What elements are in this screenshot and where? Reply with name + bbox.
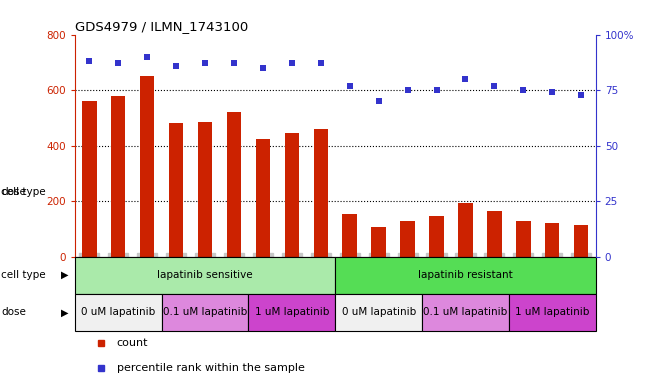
Bar: [335, 294, 422, 331]
Text: 0.1 uM lapatinib: 0.1 uM lapatinib: [423, 307, 508, 317]
Point: [258, 65, 268, 71]
Point: [229, 60, 239, 66]
Bar: [140, 76, 154, 257]
Text: cell type: cell type: [1, 270, 46, 280]
Point: [171, 63, 182, 69]
Bar: [509, 294, 596, 331]
Point: [142, 54, 152, 60]
Point: [374, 98, 384, 104]
Text: lapatinib resistant: lapatinib resistant: [418, 270, 513, 280]
Point: [460, 76, 471, 82]
Point: [402, 87, 413, 93]
Bar: [458, 203, 473, 257]
Bar: [335, 257, 596, 294]
Bar: [429, 217, 444, 257]
Text: dose: dose: [1, 187, 26, 197]
Bar: [169, 123, 184, 257]
Point: [576, 91, 587, 98]
Text: ▶: ▶: [61, 270, 68, 280]
Text: 1 uM lapatinib: 1 uM lapatinib: [515, 307, 589, 317]
Bar: [422, 294, 509, 331]
Text: dose: dose: [1, 307, 26, 317]
Text: count: count: [117, 338, 148, 348]
Bar: [75, 294, 161, 331]
Text: lapatinib sensitive: lapatinib sensitive: [158, 270, 253, 280]
Text: 1 uM lapatinib: 1 uM lapatinib: [255, 307, 329, 317]
Bar: [314, 129, 328, 257]
Point: [84, 58, 94, 64]
Bar: [227, 112, 242, 257]
Bar: [75, 257, 335, 294]
Point: [547, 89, 557, 95]
Text: ▶: ▶: [61, 307, 68, 317]
Text: GDS4979 / ILMN_1743100: GDS4979 / ILMN_1743100: [75, 20, 248, 33]
Bar: [342, 214, 357, 257]
Point: [113, 60, 124, 66]
Point: [316, 60, 326, 66]
Text: cell type: cell type: [1, 187, 46, 197]
Text: 0 uM lapatinib: 0 uM lapatinib: [81, 307, 156, 317]
Bar: [372, 227, 386, 257]
Bar: [487, 212, 502, 257]
Point: [200, 60, 210, 66]
Text: 0.1 uM lapatinib: 0.1 uM lapatinib: [163, 307, 247, 317]
Text: 0 uM lapatinib: 0 uM lapatinib: [342, 307, 416, 317]
Text: percentile rank within the sample: percentile rank within the sample: [117, 363, 305, 373]
Bar: [198, 122, 212, 257]
Bar: [545, 223, 559, 257]
Point: [432, 87, 442, 93]
Bar: [256, 139, 270, 257]
Point: [518, 87, 529, 93]
Bar: [111, 96, 126, 257]
Point: [286, 60, 297, 66]
Point: [489, 83, 499, 89]
Bar: [161, 294, 249, 331]
Bar: [82, 101, 96, 257]
Bar: [400, 221, 415, 257]
Bar: [284, 133, 299, 257]
Bar: [516, 221, 531, 257]
Point: [344, 83, 355, 89]
Bar: [574, 225, 589, 257]
Bar: [249, 294, 335, 331]
